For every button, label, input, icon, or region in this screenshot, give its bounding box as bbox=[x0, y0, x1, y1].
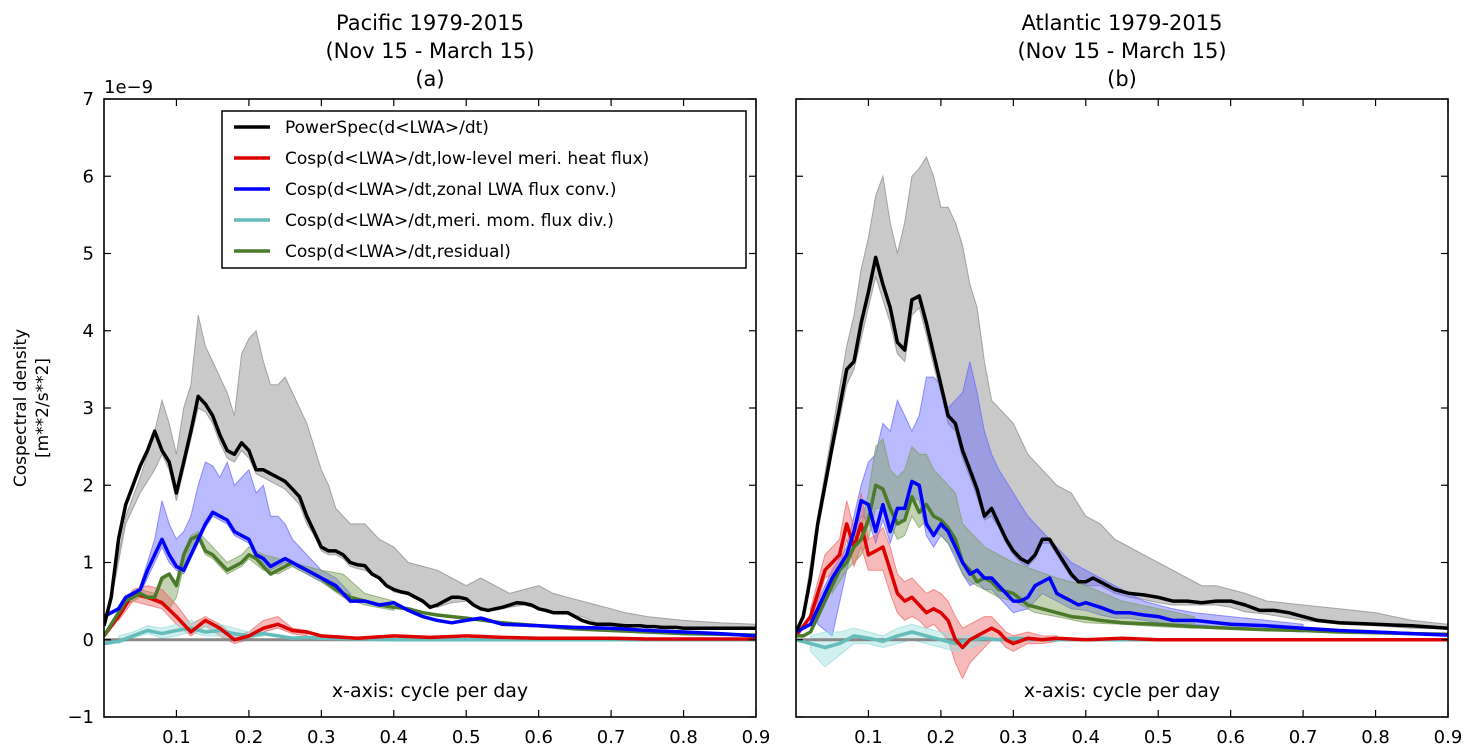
x-tick-label-b: 0.5 bbox=[1144, 727, 1173, 748]
ticks-b: 0.1 0.2 0.3 0.4 0.5 0.6 0.7 0.8 0.9 bbox=[796, 98, 1463, 748]
legend-label-residual: Cosp(d<LWA>/dt,residual) bbox=[285, 242, 511, 262]
legend-label-mom-flux: Cosp(d<LWA>/dt,meri. mom. flux div.) bbox=[285, 211, 614, 231]
ticks-a: 0.1 0.2 0.3 0.4 0.5 0.6 0.7 0.8 0.9 −1 0 1 2 3 4 5 6 7 bbox=[67, 89, 770, 748]
series-line-powerspec-d-lwa-dt-a bbox=[104, 394, 756, 630]
band-powerspec-d-lwa-dt-b bbox=[802, 155, 1448, 630]
y-tick-label: 4 bbox=[83, 321, 94, 342]
y-tick-label: 1 bbox=[83, 553, 94, 574]
y-axis-label-line-1: Cospectral density bbox=[11, 329, 31, 487]
x-tick-label-a: 0.2 bbox=[235, 727, 264, 748]
panel-a-title-line-2: (Nov 15 - March 15) bbox=[325, 39, 534, 63]
x-tick-label-a: 0.8 bbox=[669, 727, 698, 748]
legend-box bbox=[221, 110, 747, 269]
x-tick-label-a: 0.4 bbox=[379, 727, 408, 748]
legend-label-powerspec: PowerSpec(d<LWA>/dt) bbox=[285, 118, 489, 138]
x-tick-label-b: 0.9 bbox=[1434, 727, 1463, 748]
panel-atlantic: Atlantic 1979-2015 (Nov 15 - March 15) (… bbox=[795, 11, 1463, 748]
y-tick-label: 0 bbox=[83, 630, 94, 651]
series-line-cosp-d-lwa-dt-low-level-meri-heat-flux-a bbox=[104, 591, 756, 642]
x-tick-label-b: 0.2 bbox=[927, 727, 956, 748]
x-tick-label-b: 0.7 bbox=[1289, 727, 1318, 748]
x-tick-label-a: 0.9 bbox=[742, 727, 771, 748]
clipped-plot-a bbox=[104, 315, 756, 646]
panel-pacific: Pacific 1979-2015 (Nov 15 - March 15) (a… bbox=[11, 11, 770, 748]
series-line-cosp-d-lwa-dt-zonal-lwa-flux-conv-b bbox=[796, 479, 1448, 637]
x-tick-label-b: 0.3 bbox=[999, 727, 1028, 748]
y-tick-label: 3 bbox=[83, 398, 94, 419]
y-tick-label: 6 bbox=[83, 166, 94, 187]
panel-b-title-line-1: Atlantic 1979-2015 bbox=[1022, 11, 1223, 35]
x-tick-label-b: 0.4 bbox=[1071, 727, 1100, 748]
clipped-plot-b bbox=[796, 155, 1448, 680]
series-line-cosp-d-lwa-dt-meri-mom-flux-div-a bbox=[104, 626, 756, 646]
series-line-cosp-d-lwa-dt-low-level-meri-heat-flux-b bbox=[796, 522, 1448, 650]
plot-area-a bbox=[104, 315, 756, 646]
panel-b-annotation: x-axis: cycle per day bbox=[1024, 680, 1220, 702]
x-tick-label-b: 0.1 bbox=[854, 727, 883, 748]
x-tick-label-a: 0.3 bbox=[307, 727, 336, 748]
legend-label-zonal-flux: Cosp(d<LWA>/dt,zonal LWA flux conv.) bbox=[285, 180, 617, 200]
band-powerspec-d-lwa-dt-a bbox=[110, 315, 756, 629]
legend: PowerSpec(d<LWA>/dt) Cosp(d<LWA>/dt,low-… bbox=[221, 110, 747, 269]
x-tick-label-b: 0.8 bbox=[1361, 727, 1390, 748]
panel-b-title-line-2: (Nov 15 - March 15) bbox=[1017, 39, 1226, 63]
x-tick-label-a: 0.6 bbox=[524, 727, 553, 748]
panel-a-annotation: x-axis: cycle per day bbox=[332, 680, 528, 702]
legend-label-heat-flux: Cosp(d<LWA>/dt,low-level meri. heat flux… bbox=[285, 149, 649, 169]
panel-a-title-line-1: Pacific 1979-2015 bbox=[336, 11, 524, 35]
y-tick-label: 7 bbox=[83, 89, 94, 110]
y-tick-label: 2 bbox=[83, 475, 94, 496]
series-line-powerspec-d-lwa-dt-b bbox=[796, 255, 1448, 633]
x-tick-label-a: 0.7 bbox=[597, 727, 626, 748]
y-tick-label: 5 bbox=[83, 244, 94, 265]
panel-a-title-line-3: (a) bbox=[415, 67, 444, 91]
plot-area-b bbox=[796, 155, 1448, 680]
panel-b-title-line-3: (b) bbox=[1107, 67, 1137, 91]
x-tick-label-b: 0.6 bbox=[1216, 727, 1245, 748]
y-tick-label: −1 bbox=[67, 707, 94, 728]
y-exponent-label: 1e−9 bbox=[104, 77, 153, 98]
x-tick-label-a: 0.5 bbox=[452, 727, 481, 748]
series-line-cosp-d-lwa-dt-zonal-lwa-flux-conv-a bbox=[104, 510, 756, 638]
x-tick-label-a: 0.1 bbox=[162, 727, 191, 748]
y-axis-label-line-2: [m**2/s**2] bbox=[33, 358, 53, 458]
